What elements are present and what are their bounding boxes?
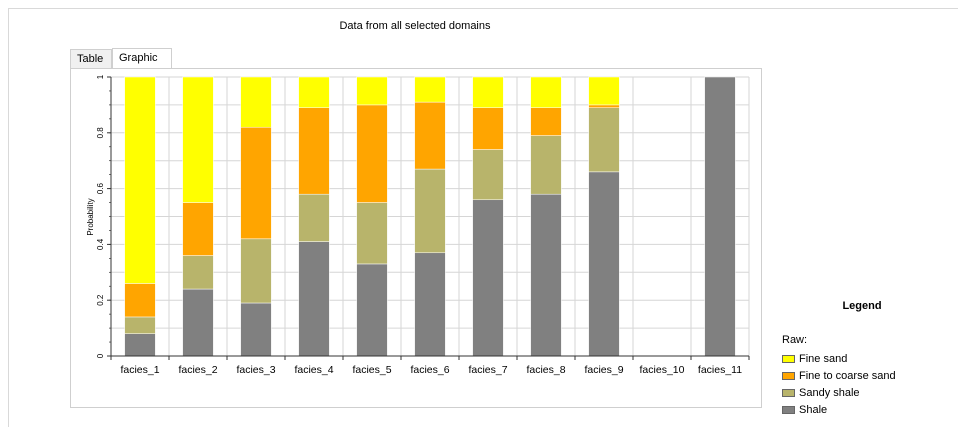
bar-segment-fine-sand [472, 76, 504, 108]
bar-segment-fine-sand [356, 76, 388, 106]
bar-segment-fine-to-coarse-sand [356, 104, 388, 203]
legend-item: Fine to coarse sand [782, 367, 952, 384]
bar-segment-sandy-shale [124, 316, 156, 334]
y-tick-label: 0.2 [96, 294, 105, 306]
bar-segment-shale [704, 76, 736, 357]
bar-segment-shale [182, 288, 214, 357]
window-frame [8, 8, 958, 427]
x-tick-label: facies_6 [410, 364, 449, 376]
x-tick-label: facies_10 [640, 364, 685, 376]
x-tick-label: facies_3 [236, 364, 275, 376]
bar-segment-fine-to-coarse-sand [472, 107, 504, 150]
bar-segment-shale [472, 199, 504, 357]
bar-segment-sandy-shale [530, 135, 562, 195]
legend-label: Fine sand [799, 352, 848, 365]
y-tick-label: 0.4 [96, 238, 105, 250]
bar-segment-fine-to-coarse-sand [588, 104, 620, 108]
bar-segment-fine-to-coarse-sand [182, 202, 214, 256]
y-tick-label: 0.6 [96, 182, 105, 194]
bar-segment-shale [240, 302, 272, 357]
x-tick-label: facies_9 [584, 364, 623, 376]
panel-title: Data from all selected domains [339, 20, 491, 32]
bar-segment-fine-sand [530, 76, 562, 108]
bar-segment-fine-sand [182, 76, 214, 203]
x-tick-label: facies_8 [526, 364, 565, 376]
tab-graphic[interactable]: Graphic [112, 48, 172, 69]
chart-area: 0 0.2 0.4 0.6 0.8 1 facies_1 facies_2 facies_3 fa… [70, 68, 762, 408]
bar-segment-fine-to-coarse-sand [414, 101, 446, 170]
x-tick-label: facies_1 [120, 364, 159, 376]
bar-segment-shale [530, 193, 562, 357]
stacked-bar-chart: 0 0.2 0.4 0.6 0.8 1 facies_1 facies_2 facies_3 fa… [86, 74, 750, 376]
tab-table[interactable]: Table [70, 49, 112, 69]
x-tick-label: facies_4 [294, 364, 333, 376]
x-tick-label: facies_11 [698, 364, 742, 376]
legend: Legend Raw: Fine sand Fine to coarse sand… [782, 300, 952, 418]
bar-segment-fine-sand [124, 76, 156, 284]
bar-segment-fine-sand [298, 76, 330, 108]
legend-item: Fine sand [782, 350, 952, 367]
legend-swatch [782, 388, 795, 397]
y-tick-label: 0 [96, 353, 105, 358]
bar-segment-shale [588, 171, 620, 357]
bar-segment-sandy-shale [298, 193, 330, 242]
legend-label: Fine to coarse sand [799, 369, 896, 382]
bar-segment-sandy-shale [472, 149, 504, 201]
x-tick-label: facies_7 [468, 364, 507, 376]
bar-segment-sandy-shale [356, 202, 388, 265]
bar-segment-fine-to-coarse-sand [124, 283, 156, 318]
bar-segment-sandy-shale [240, 238, 272, 304]
bar-segment-fine-sand [414, 76, 446, 103]
legend-swatch [782, 405, 795, 414]
bar-segment-sandy-shale [414, 168, 446, 254]
bar-segment-sandy-shale [182, 255, 214, 290]
legend-swatch [782, 371, 795, 380]
bar-segment-fine-to-coarse-sand [240, 126, 272, 240]
legend-title: Legend [842, 300, 882, 312]
legend-swatch [782, 354, 795, 363]
legend-item: Shale [782, 401, 952, 418]
y-tick-label: 0.8 [96, 127, 105, 139]
legend-item: Sandy shale [782, 384, 952, 401]
bar-segment-shale [414, 252, 446, 357]
legend-group-label: Raw: [782, 334, 808, 346]
bar-segment-shale [124, 333, 156, 357]
legend-label: Sandy shale [799, 386, 860, 399]
bar-segment-shale [298, 241, 330, 357]
y-tick-label: 1 [96, 74, 105, 79]
bar-segment-fine-to-coarse-sand [298, 107, 330, 195]
bar-segment-fine-sand [588, 76, 620, 106]
x-tick-label: facies_2 [178, 364, 217, 376]
bar-segment-sandy-shale [588, 107, 620, 173]
y-axis-label: Probability [86, 198, 95, 235]
bar-segment-shale [356, 263, 388, 357]
legend-label: Shale [799, 403, 828, 416]
bar-segment-fine-sand [240, 76, 272, 128]
x-tick-label: facies_5 [352, 364, 391, 376]
bar-segment-fine-to-coarse-sand [530, 107, 562, 136]
